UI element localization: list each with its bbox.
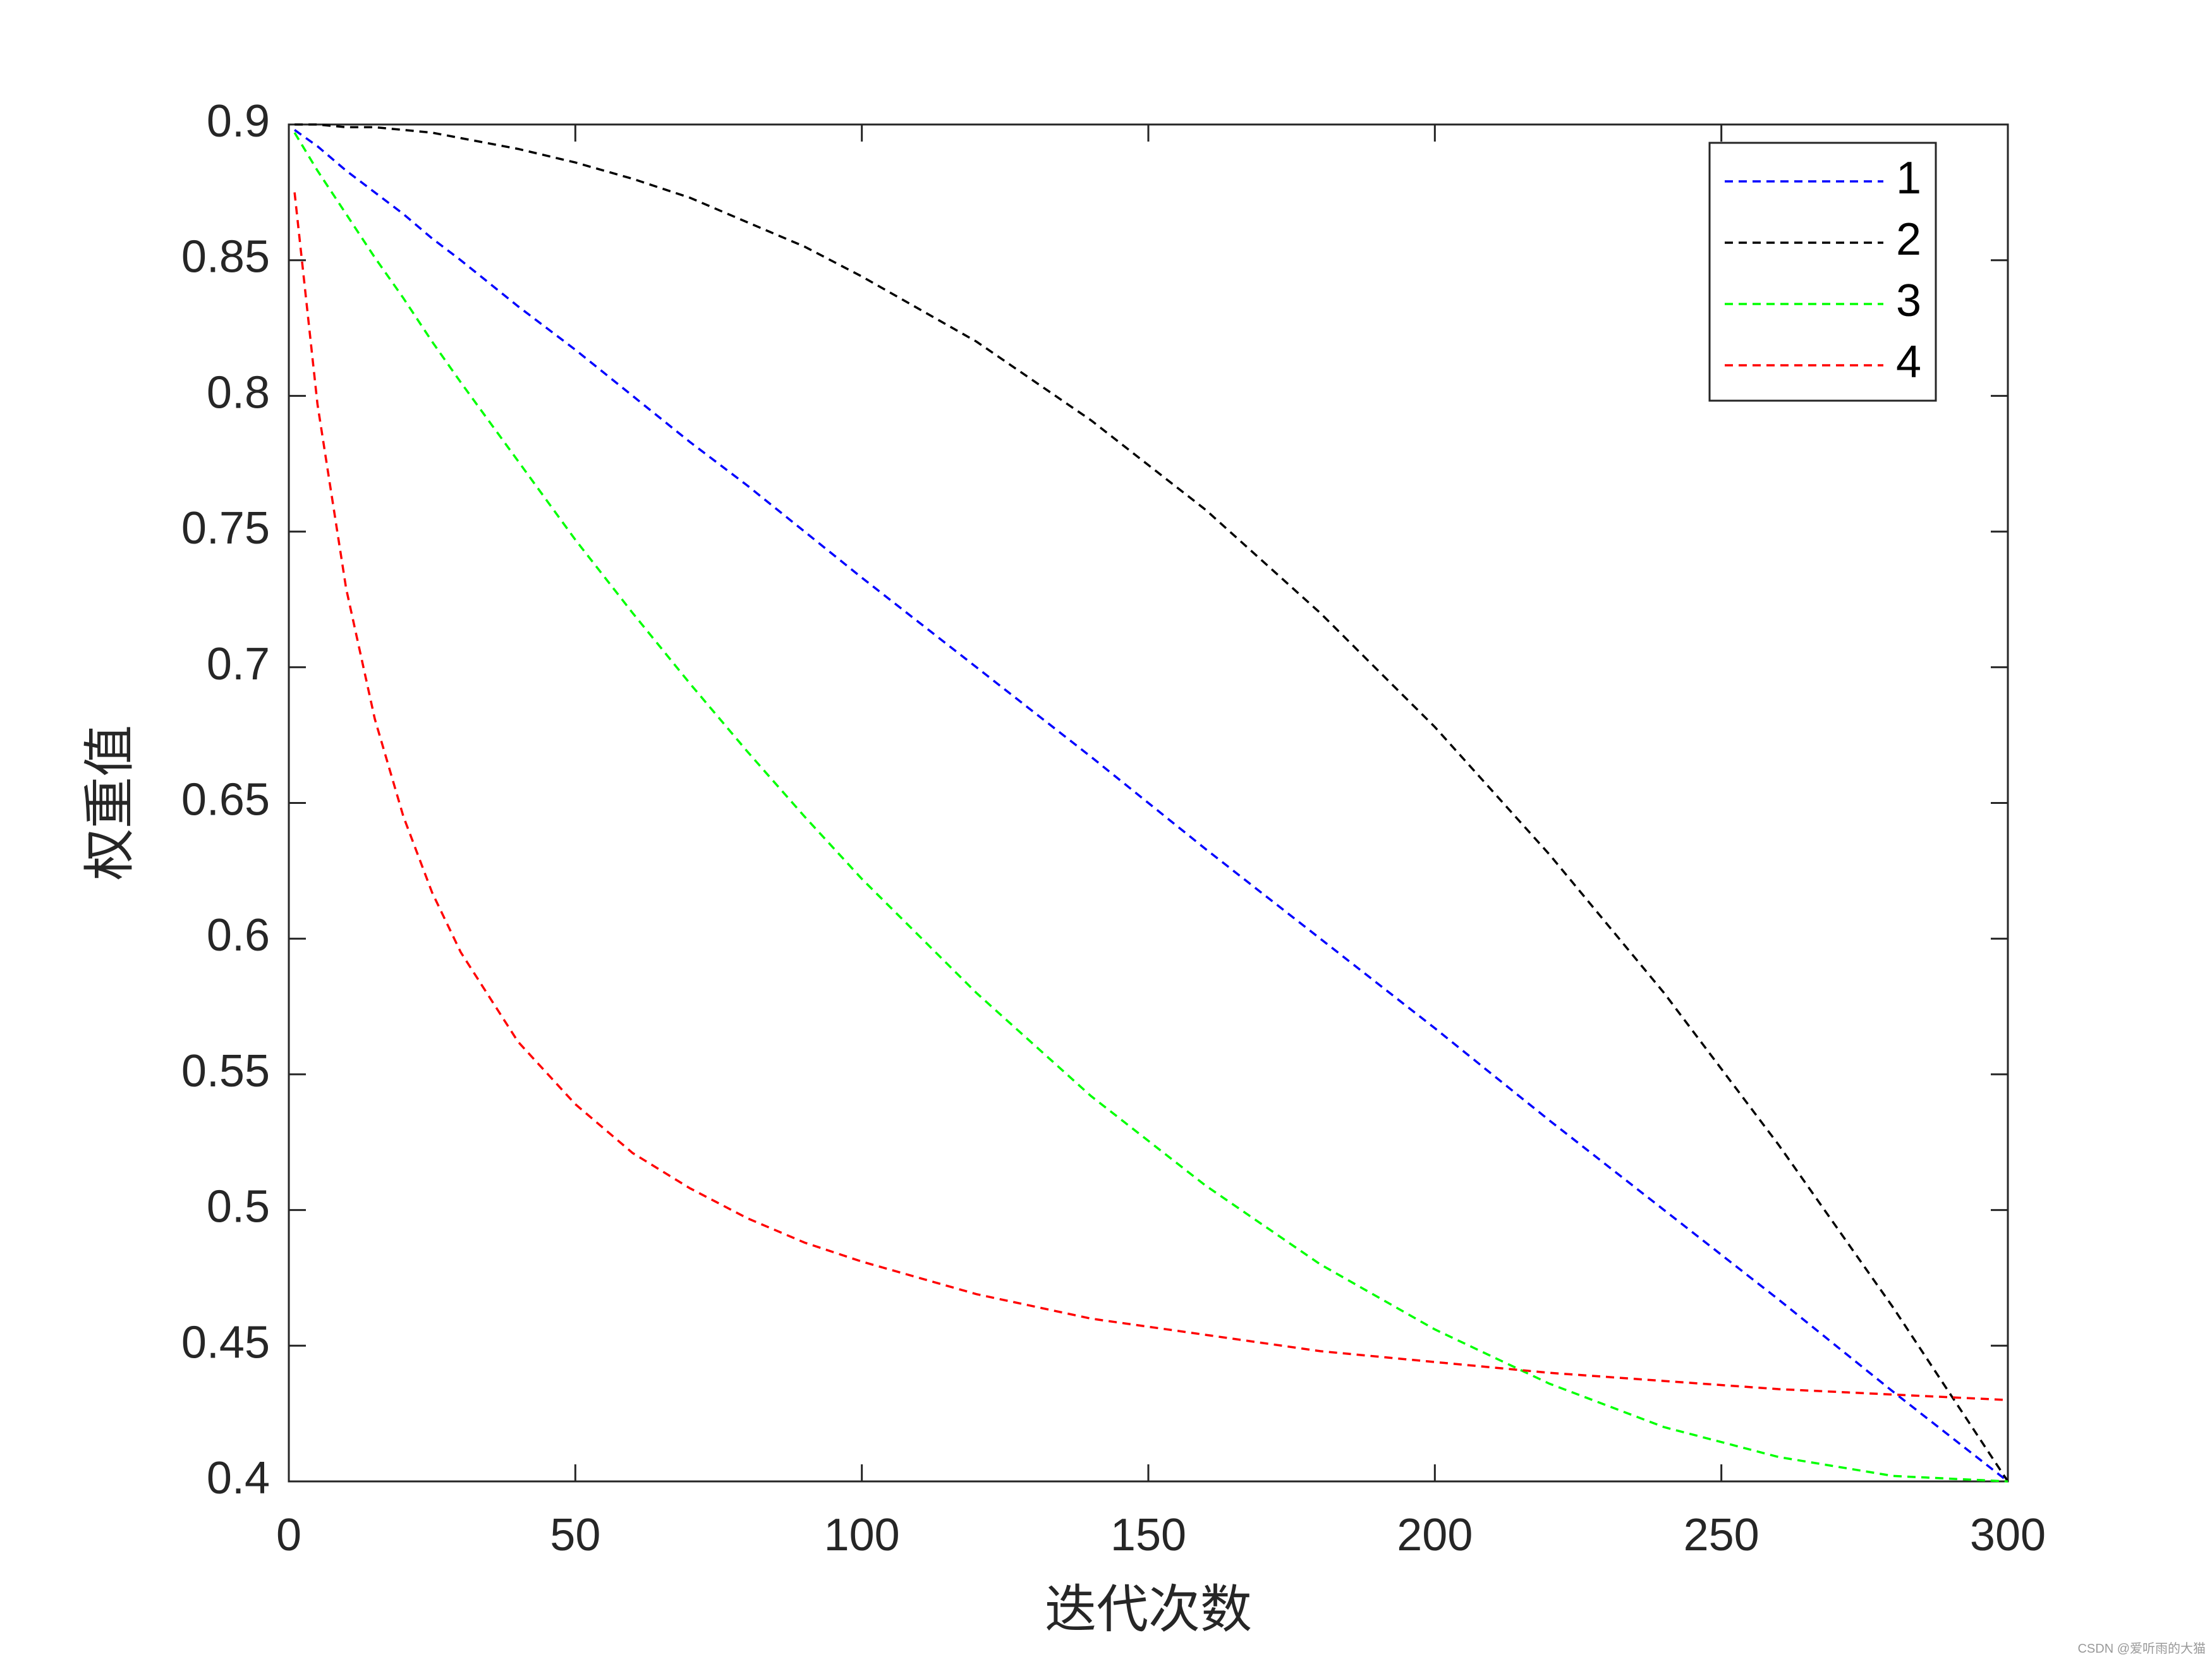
y-tick-label: 0.65 — [181, 775, 270, 825]
y-tick-label: 0.7 — [207, 639, 270, 690]
x-tick-label: 250 — [1684, 1510, 1759, 1560]
x-tick-label: 150 — [1110, 1510, 1186, 1560]
y-tick-label: 0.6 — [207, 910, 270, 961]
x-tick-label: 300 — [1970, 1510, 2046, 1560]
y-tick-label: 0.55 — [181, 1046, 270, 1097]
y-tick-label: 0.85 — [181, 232, 270, 283]
legend-label: 4 — [1896, 337, 1921, 387]
y-tick-label: 0.9 — [207, 96, 270, 147]
y-tick-label: 0.45 — [181, 1317, 270, 1368]
x-tick-label: 50 — [550, 1510, 600, 1560]
y-axis-label: 权重值 — [80, 725, 140, 880]
watermark: CSDN @爱听雨的大猫 — [2077, 1641, 2206, 1656]
legend-label: 3 — [1896, 276, 1921, 326]
series-line — [293, 192, 2008, 1401]
y-tick-label: 0.8 — [207, 367, 270, 418]
legend-label: 2 — [1896, 214, 1921, 265]
series-line — [294, 129, 2009, 1483]
legend-box — [1708, 142, 1937, 402]
x-tick-label: 200 — [1397, 1510, 1473, 1560]
series-line — [295, 123, 2009, 1482]
x-axis-label: 迭代次数 — [1045, 1579, 1252, 1639]
legend-label: 1 — [1896, 153, 1921, 204]
y-tick-label: 0.75 — [181, 503, 270, 554]
y-tick-label: 0.5 — [207, 1182, 270, 1232]
x-tick-label: 100 — [824, 1510, 900, 1560]
y-tick-label: 0.4 — [207, 1453, 270, 1504]
series-line — [293, 131, 2008, 1483]
x-tick-label: 0 — [276, 1510, 301, 1560]
